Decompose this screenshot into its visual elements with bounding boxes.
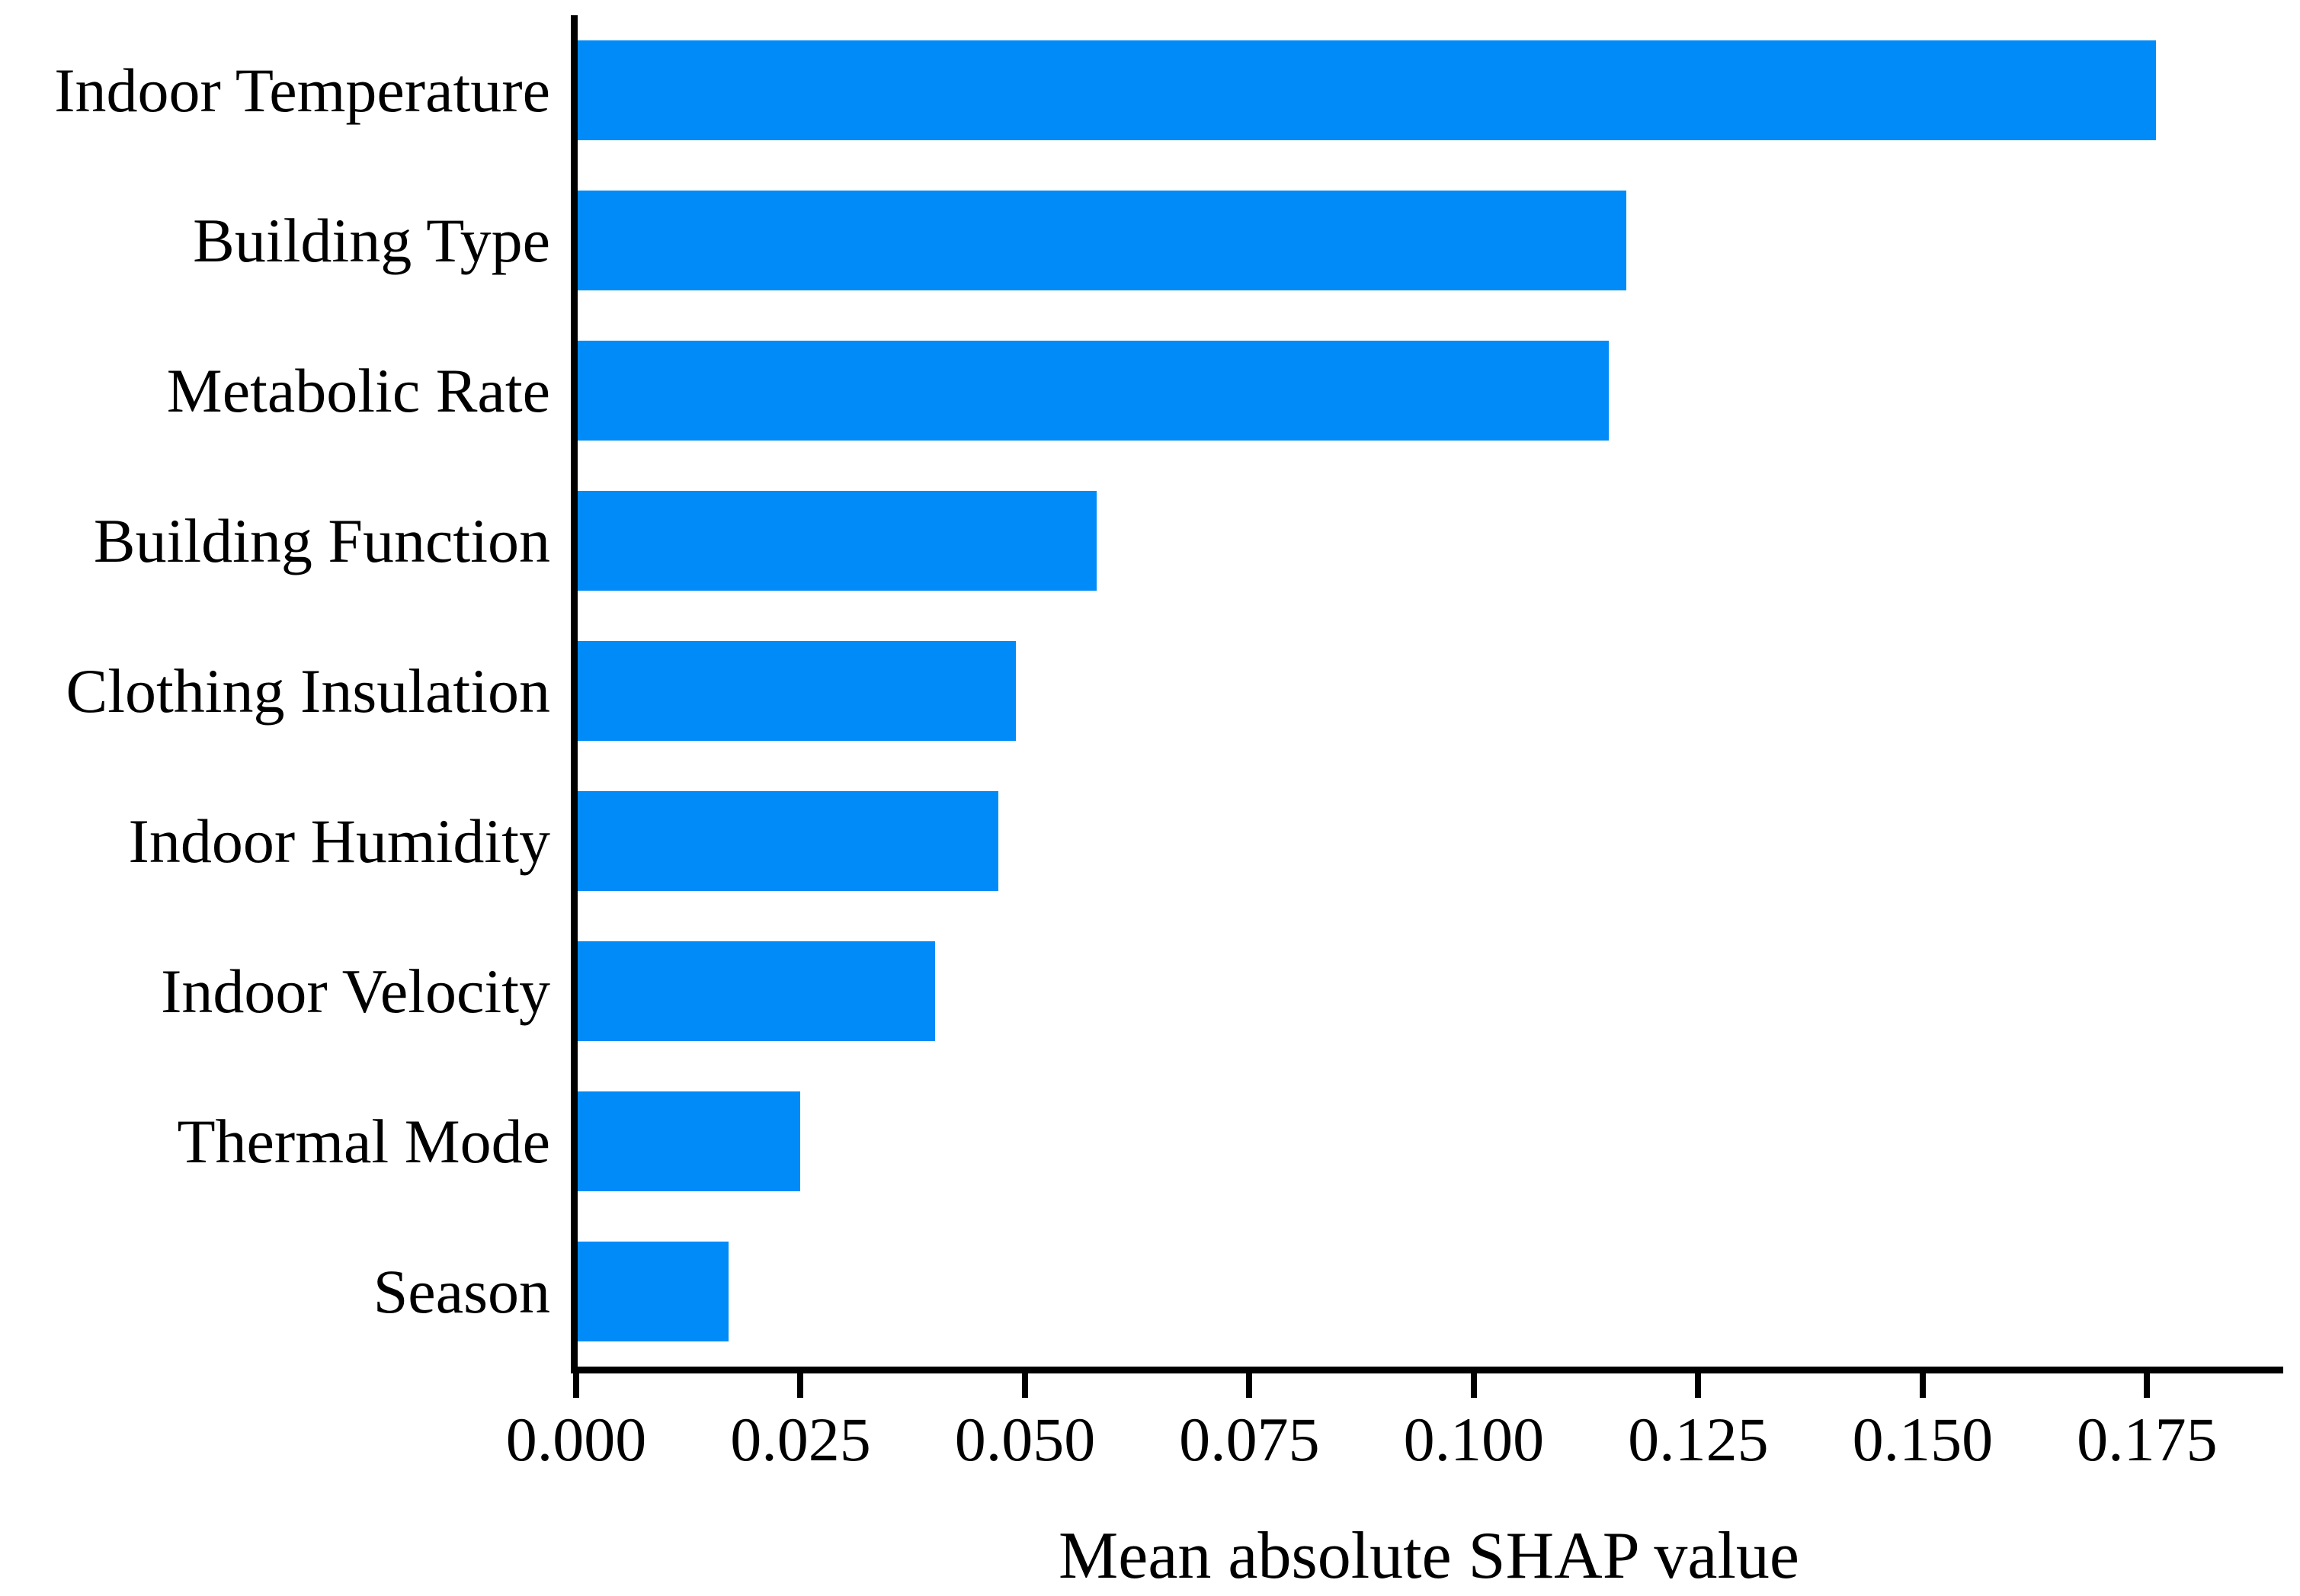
x-tick-label: 0.050 xyxy=(954,1405,1096,1474)
bar-metabolic-rate xyxy=(576,341,1609,441)
x-tick-mark xyxy=(2144,1373,2151,1398)
x-tick-label: 0.075 xyxy=(1179,1405,1320,1474)
bar-indoor-velocity xyxy=(576,941,936,1041)
y-axis-spine xyxy=(571,15,578,1373)
bar-season xyxy=(576,1242,729,1341)
x-tick-label: 0.000 xyxy=(505,1405,647,1474)
bar-indoor-humidity xyxy=(576,791,998,891)
y-tick-label: Building Type xyxy=(193,205,550,275)
y-tick-label: Thermal Mode xyxy=(177,1106,550,1176)
x-tick-label: 0.100 xyxy=(1403,1405,1545,1474)
bar-clothing-insulation xyxy=(576,641,1017,741)
x-tick-mark xyxy=(1919,1373,1926,1398)
y-tick-label: Season xyxy=(373,1256,550,1326)
y-tick-label: Indoor Velocity xyxy=(161,956,550,1026)
x-tick-label: 0.025 xyxy=(730,1405,871,1474)
x-tick-label: 0.175 xyxy=(2077,1405,2218,1474)
x-tick-mark xyxy=(1470,1373,1477,1398)
x-tick-mark xyxy=(573,1373,579,1398)
bar-indoor-temperature xyxy=(576,40,2157,140)
y-tick-label: Metabolic Rate xyxy=(166,355,550,425)
bar-thermal-mode xyxy=(576,1091,801,1191)
bar-building-function xyxy=(576,491,1097,591)
x-tick-mark xyxy=(1021,1373,1028,1398)
y-tick-label: Indoor Humidity xyxy=(128,806,550,876)
y-tick-label: Clothing Insulation xyxy=(66,655,551,726)
x-tick-label: 0.125 xyxy=(1628,1405,1769,1474)
x-axis-title: Mean absolute SHAP value xyxy=(1059,1519,1799,1593)
bar-building-type xyxy=(576,191,1627,290)
x-tick-label: 0.150 xyxy=(1852,1405,1994,1474)
x-tick-mark xyxy=(797,1373,804,1398)
y-tick-label: Building Function xyxy=(93,505,550,575)
x-tick-mark xyxy=(1695,1373,1702,1398)
x-axis-spine xyxy=(571,1367,2283,1373)
y-tick-label: Indoor Temperature xyxy=(54,55,550,125)
x-tick-mark xyxy=(1246,1373,1253,1398)
